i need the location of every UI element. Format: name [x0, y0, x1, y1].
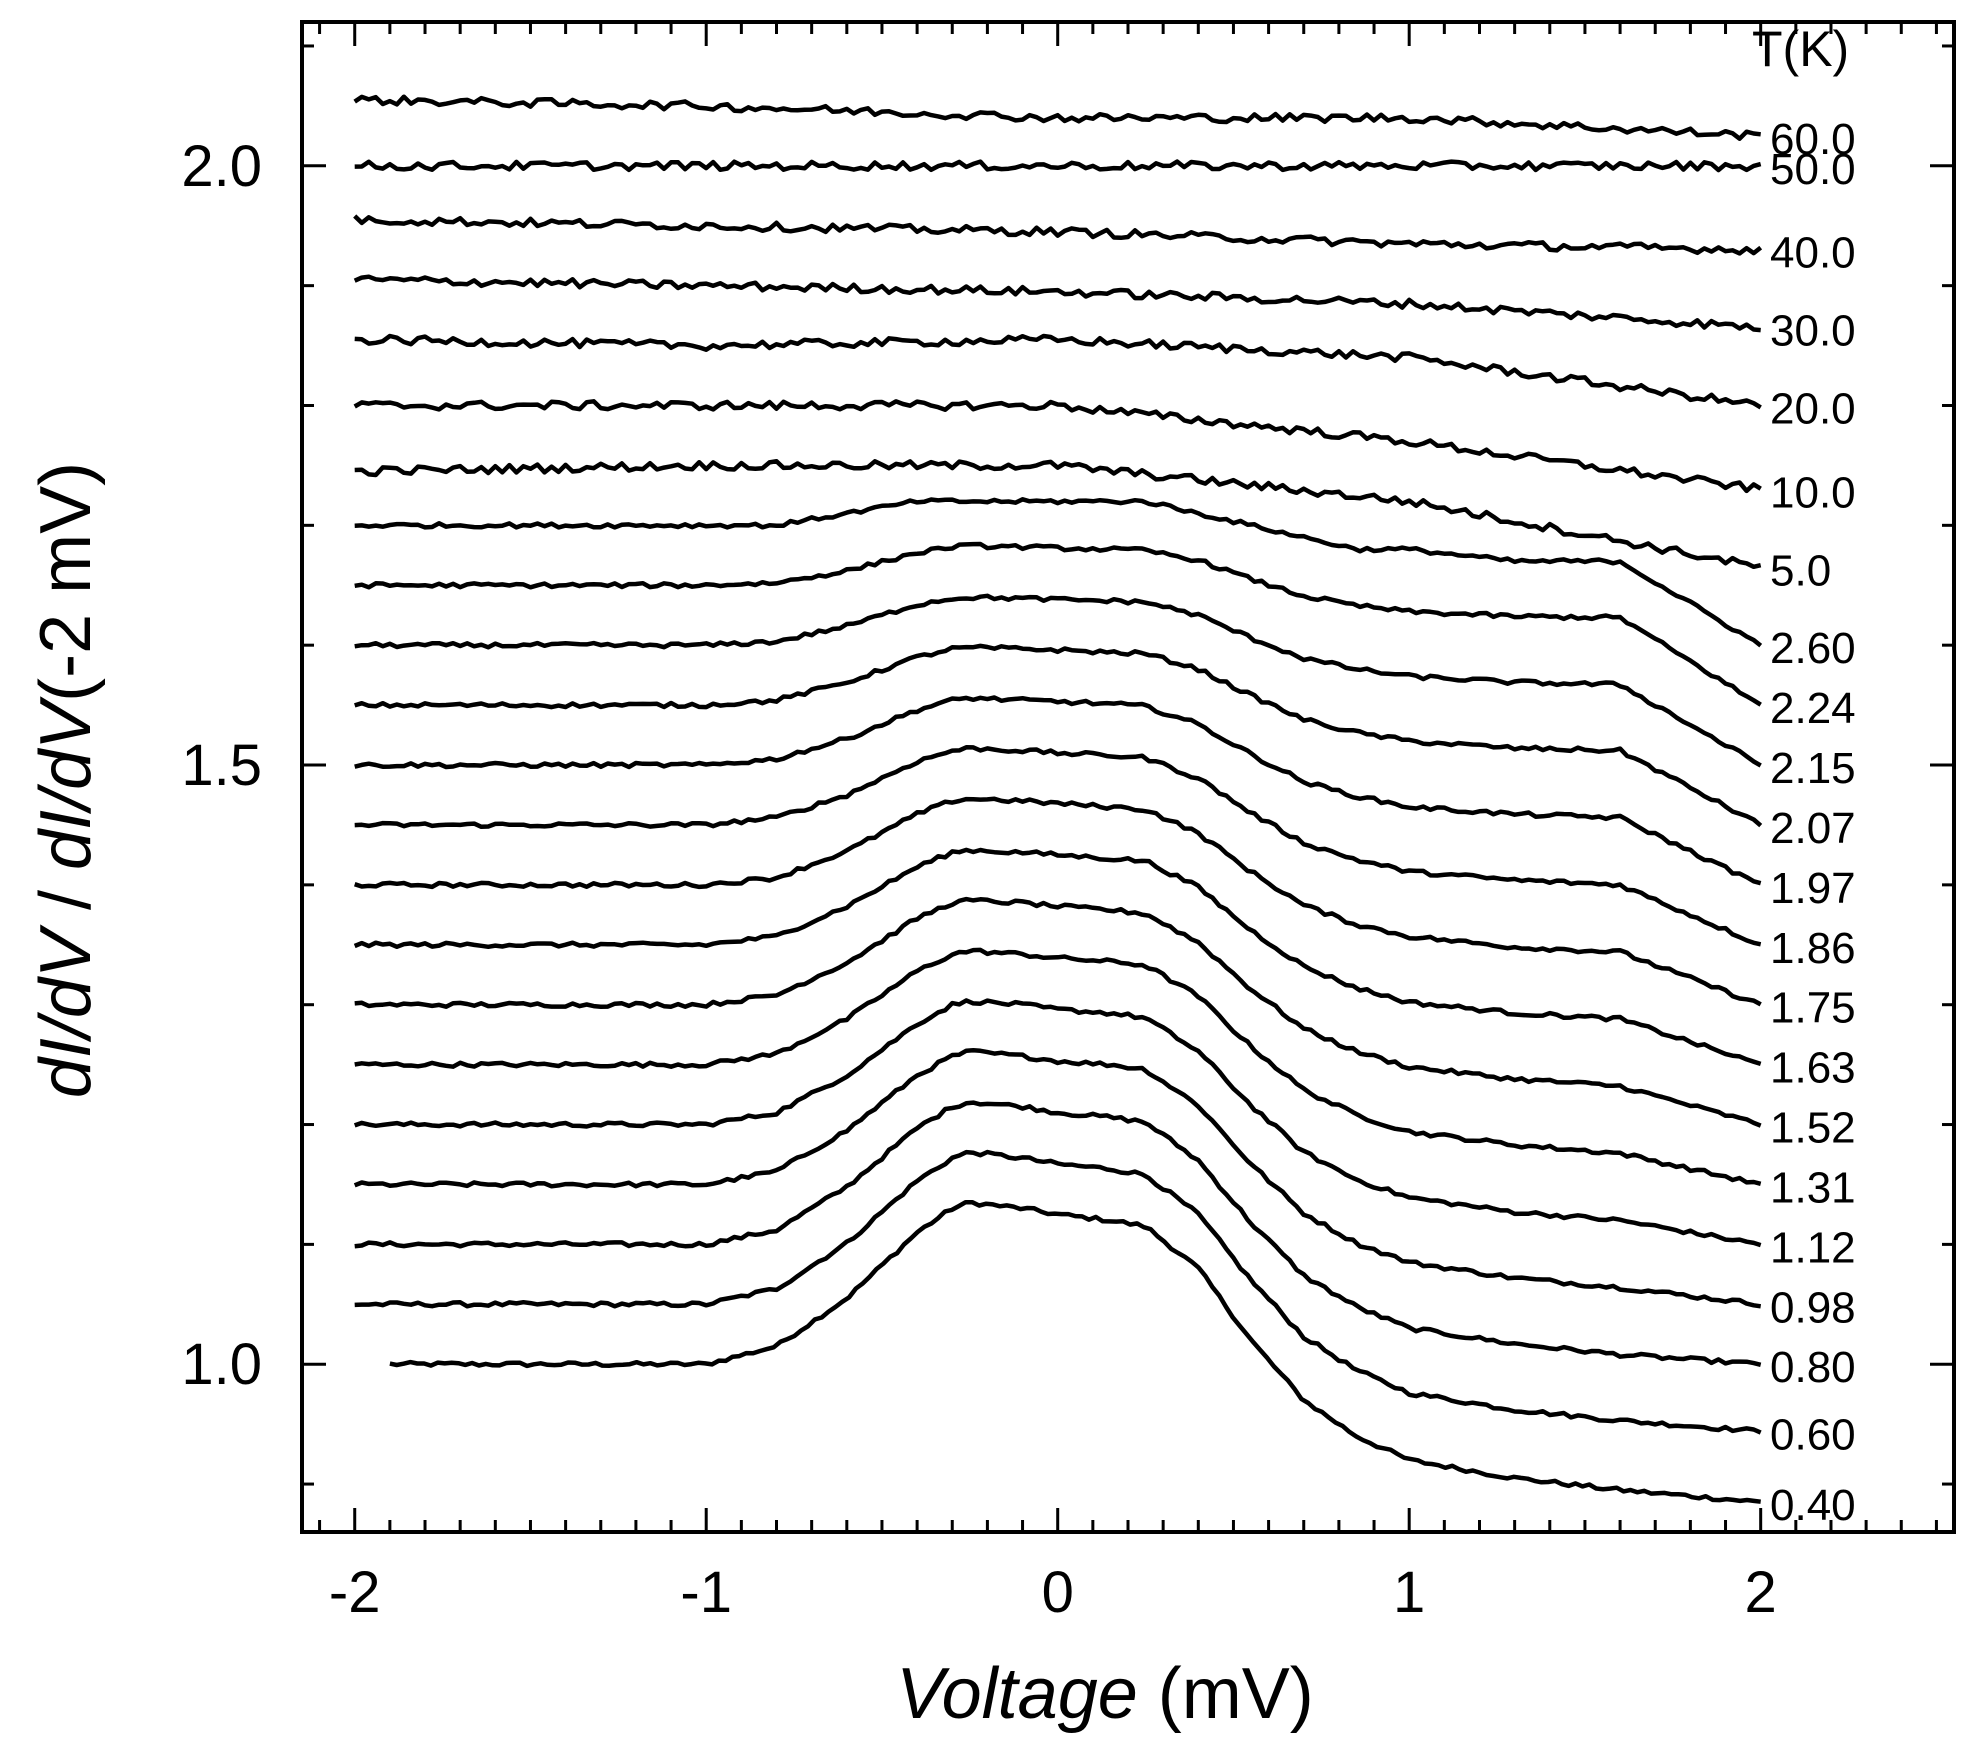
series-line-2_07 — [354, 643, 1763, 828]
series-line-0_98 — [353, 1048, 1762, 1309]
series-label: 30.0 — [1770, 307, 1856, 356]
series-label: 0.60 — [1770, 1410, 1856, 1459]
series-label: 2.07 — [1770, 804, 1856, 853]
series-label: 1.86 — [1770, 924, 1856, 973]
series-line-40_0 — [353, 214, 1763, 256]
y-tick-label: 1.0 — [181, 1332, 262, 1397]
series-label: 0.98 — [1770, 1283, 1856, 1332]
series-label: 2.24 — [1770, 684, 1856, 733]
legend-title: T(K) — [1752, 21, 1849, 77]
series-line-5_0 — [354, 458, 1762, 570]
series-label: 1.97 — [1770, 864, 1856, 913]
x-tick-label: 1 — [1393, 1560, 1425, 1625]
y-axis-label-part: (-2 mV) — [26, 462, 106, 702]
series-line-1_86 — [354, 745, 1762, 947]
series-label: 2.15 — [1770, 744, 1856, 793]
series-label: 5.0 — [1770, 546, 1831, 595]
series-line-0_60 — [354, 1149, 1762, 1435]
y-axis-label: dI/dV / dI/dV(-2 mV) — [26, 462, 106, 1098]
series-line-0_40 — [389, 1199, 1761, 1504]
y-axis-label-part: dI/dV — [26, 696, 106, 870]
y-tick-label: 1.5 — [181, 733, 262, 798]
series-line-1_75 — [354, 796, 1762, 1007]
series-line-2_24 — [354, 541, 1762, 707]
series-label: 40.0 — [1770, 229, 1856, 278]
series-labels: 0.40 0.60 0.80 0.98 1.12 1.31 1.52 1.63 1.75 1.86… — [1770, 115, 1856, 1530]
x-axis-label-italic: Voltage — [896, 1654, 1138, 1734]
x-tick-label: -2 — [329, 1560, 381, 1625]
series-label: 1.52 — [1770, 1104, 1856, 1153]
series-line-50_0 — [354, 159, 1762, 173]
series-line-1_52 — [354, 896, 1762, 1128]
series-label: 1.63 — [1770, 1044, 1856, 1093]
x-axis-label: Voltage (mV) — [896, 1654, 1314, 1734]
series-label: 50.0 — [1770, 145, 1856, 194]
series-label: 10.0 — [1770, 468, 1856, 517]
y-axis-label-part: / — [26, 870, 106, 930]
series-line-1_31 — [354, 947, 1762, 1186]
series-label: 1.75 — [1770, 984, 1856, 1033]
series-label: 0.80 — [1770, 1343, 1856, 1392]
axes: -2 -1 0 1 2 1.0 1.5 2.0 — [181, 20, 1956, 1625]
series-label: 60.0 — [1770, 115, 1856, 164]
series-line-1_12 — [353, 998, 1762, 1248]
series-line-60_0 — [353, 94, 1761, 141]
series-line-1_63 — [353, 847, 1762, 1067]
x-tick-label: 0 — [1042, 1560, 1074, 1625]
series-label: 20.0 — [1770, 384, 1856, 433]
series-line-0_80 — [354, 1100, 1762, 1367]
series-label: 0.40 — [1770, 1481, 1856, 1530]
series-label: 1.31 — [1770, 1163, 1856, 1212]
series-line-1_97 — [354, 695, 1762, 886]
series-label: 1.12 — [1770, 1223, 1856, 1272]
y-tick-label: 2.0 — [181, 134, 262, 199]
series-label: 2.60 — [1770, 624, 1856, 673]
x-tick-label: -1 — [680, 1560, 732, 1625]
x-axis-label-unit: (mV) — [1138, 1654, 1314, 1734]
series-line-2_15 — [354, 593, 1762, 768]
series-line-20_0 — [354, 333, 1762, 410]
x-tick-label: 2 — [1745, 1560, 1777, 1625]
series-line-30_0 — [353, 274, 1761, 333]
series-layer — [353, 94, 1763, 1504]
series-line-10_0 — [353, 399, 1762, 494]
y-axis-label-part: dI/dV — [26, 924, 106, 1098]
series-line-2_60 — [354, 497, 1763, 648]
